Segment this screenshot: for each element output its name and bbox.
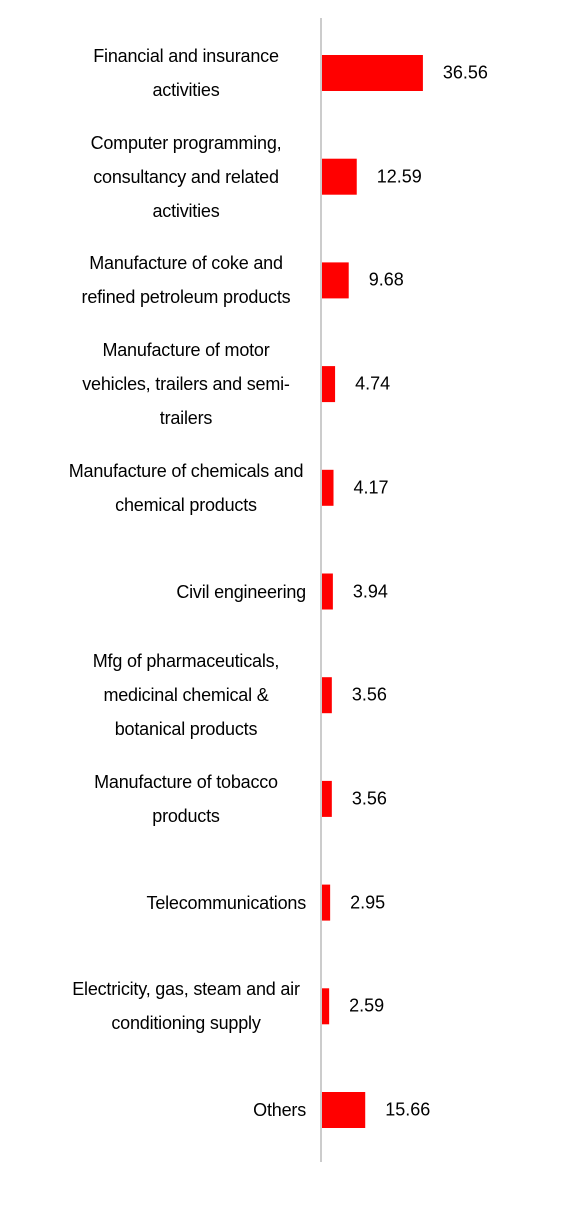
value-label: 3.94 xyxy=(352,581,388,601)
category-label: Telecommunications xyxy=(146,892,307,913)
category-label: Computer programming, consultancy and re… xyxy=(90,132,282,221)
bar xyxy=(322,366,336,403)
bar xyxy=(322,158,357,195)
value-label: 4.17 xyxy=(353,477,389,498)
bar xyxy=(322,988,330,1025)
category-label: Electricity, gas, steam and air conditio… xyxy=(72,979,300,1034)
value-label: 3.56 xyxy=(351,684,387,705)
value-label: 12.59 xyxy=(376,166,422,187)
value-label: 15.66 xyxy=(385,1099,431,1120)
category-label: Manufacture of chemicals and chemical pr… xyxy=(68,460,304,515)
category-label: Manufacture of coke and refined petroleu… xyxy=(81,253,291,308)
bar xyxy=(322,780,332,817)
value-label: 9.68 xyxy=(368,269,404,290)
bar xyxy=(322,884,331,921)
bar xyxy=(322,677,332,714)
bar xyxy=(322,1092,366,1128)
category-label: Others xyxy=(253,1100,306,1120)
value-label: 2.95 xyxy=(350,892,386,913)
value-label: 4.74 xyxy=(355,373,391,394)
bar xyxy=(322,573,333,610)
bar xyxy=(322,262,349,299)
value-label: 36.56 xyxy=(442,62,488,83)
bar xyxy=(322,55,423,91)
category-label: Civil engineering xyxy=(176,581,306,602)
category-label: Manufacture of tobacco products xyxy=(94,771,278,826)
category-label: Mfg of pharmaceuticals, medicinal chemic… xyxy=(92,651,280,740)
value-label: 2.59 xyxy=(349,995,385,1016)
bar xyxy=(322,469,334,506)
category-label: Financial and insurance activities xyxy=(93,46,279,100)
category-label: Manufacture of motor vehicles, trailers … xyxy=(82,340,290,429)
value-label: 3.56 xyxy=(351,788,387,809)
